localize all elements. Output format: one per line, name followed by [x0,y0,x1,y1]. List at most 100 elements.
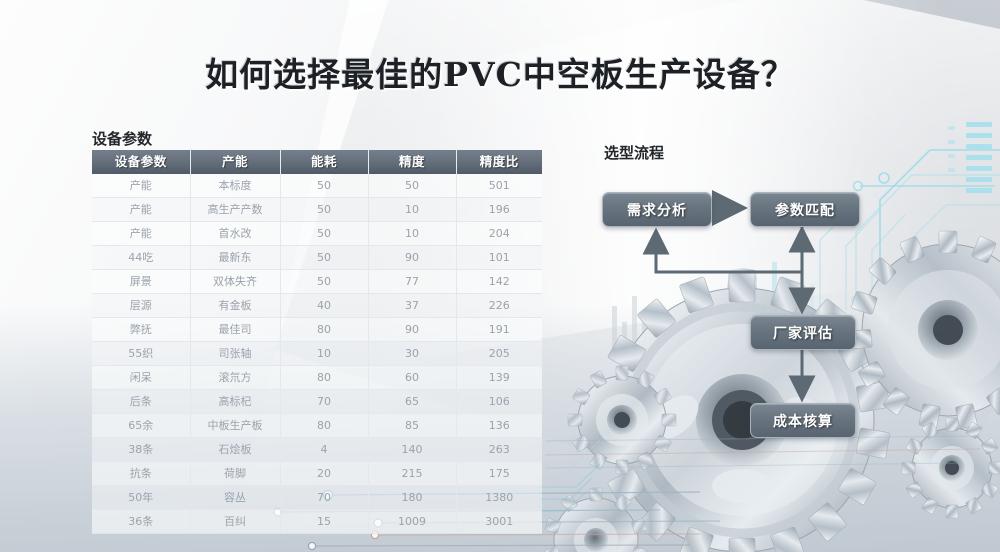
table-cell: 50 [280,221,369,246]
table-cell: 175 [456,461,542,486]
table-row: 屏景 双体失齐 50 77 142 [92,269,542,294]
table-cell: 高标杞 [190,389,281,414]
table-row: 50年 容丛 70 180 1380 [92,485,542,510]
table-cell: 闲呆 [92,365,191,390]
table-cell: 140 [368,437,457,462]
table-cell: 60 [368,365,457,390]
table-cell: 90 [368,317,457,342]
equipment-parameter-table: 设备参数 产能 能耗 精度 精度比 产能 本标度 50 50 501 产能 高生产产数 50 1… [92,150,542,534]
table-header-cell: 产能 [190,150,281,174]
table-header-cell: 精度比 [456,150,542,174]
table-cell: 4 [280,437,369,462]
table-cell: 70 [280,485,369,510]
table-cell: 容丛 [190,485,281,510]
table-cell: 1009 [368,509,457,534]
table-cell: 层源 [92,293,191,318]
table-cell: 139 [456,365,542,390]
table-cell: 50 [280,174,369,198]
table-cell: 滚氘方 [190,365,281,390]
table-cell: 最新东 [190,245,281,270]
table-cell: 最佳司 [190,317,281,342]
table-cell: 产能 [92,174,191,198]
table-cell: 弊抚 [92,317,191,342]
table-row: 产能 高生产产数 50 10 196 [92,197,542,222]
table-cell: 226 [456,293,542,318]
table-cell: 50 [280,245,369,270]
table-cell: 38条 [92,437,191,462]
table-cell: 77 [368,269,457,294]
table-cell: 196 [456,197,542,222]
flow-node-demand-analysis[interactable]: 需求分析 [602,192,712,227]
page-title: 如何选择最佳的PVC中空板生产设备？ [205,55,795,94]
table-cell: 50 [280,197,369,222]
table-cell: 产能 [92,197,191,222]
table-cell: 85 [368,413,457,438]
table-cell: 101 [456,245,542,270]
table-cell: 15 [280,509,369,534]
table-cell: 20 [280,461,369,486]
table-cell: 191 [456,317,542,342]
table-cell: 3001 [456,509,542,534]
table-header-cell: 能耗 [280,150,369,174]
table-cell: 高生产产数 [190,197,281,222]
table-row: 层源 有金板 40 37 226 [92,293,542,318]
table-cell: 后条 [92,389,191,414]
table-cell: 抗条 [92,461,191,486]
table-cell: 44吃 [92,245,191,270]
table-cell: 501 [456,174,542,198]
table-row: 44吃 最新东 50 90 101 [92,245,542,270]
table-cell: 百纠 [190,509,281,534]
table-row: 55织 司张轴 10 30 205 [92,341,542,366]
flow-node-cost-accounting[interactable]: 成本核算 [750,403,856,438]
table-cell: 136 [456,413,542,438]
table-cell: 50 [280,269,369,294]
table-cell: 本标度 [190,174,281,198]
table-cell: 80 [280,413,369,438]
table-cell: 215 [368,461,457,486]
table-header-row: 设备参数 产能 能耗 精度 精度比 [92,150,542,174]
flow-node-vendor-evaluation[interactable]: 厂家评估 [750,315,856,350]
table-cell: 1380 [456,485,542,510]
table-cell: 首水改 [190,221,281,246]
table-row: 产能 首水改 50 10 204 [92,221,542,246]
table-cell: 142 [456,269,542,294]
table-cell: 65 [368,389,457,414]
table-cell: 204 [456,221,542,246]
table-cell: 36条 [92,509,191,534]
equipment-parameter-table-wrapper: 设备参数 产能 能耗 精度 精度比 产能 本标度 50 50 501 产能 高生产产数 50 1… [92,150,542,534]
table-cell: 80 [280,365,369,390]
table-row: 弊抚 最佳司 80 90 191 [92,317,542,342]
table-cell: 屏景 [92,269,191,294]
table-cell: 有金板 [190,293,281,318]
table-cell: 37 [368,293,457,318]
table-row: 38条 石烩板 4 140 263 [92,437,542,462]
table-row: 闲呆 滚氘方 80 60 139 [92,365,542,390]
table-cell: 65余 [92,413,191,438]
table-row: 抗条 荷脚 20 215 175 [92,461,542,486]
table-cell: 50年 [92,485,191,510]
flow-connectors [642,190,816,403]
table-cell: 司张轴 [190,341,281,366]
table-cell: 55织 [92,341,191,366]
table-cell: 石烩板 [190,437,281,462]
table-cell: 40 [280,293,369,318]
table-cell: 荷脚 [190,461,281,486]
table-cell: 产能 [92,221,191,246]
table-cell: 106 [456,389,542,414]
table-row: 产能 本标度 50 50 501 [92,174,542,198]
table-header-cell: 设备参数 [92,150,191,174]
table-cell: 263 [456,437,542,462]
connector-feedback-loop [642,225,804,274]
table-row: 65余 中板生产板 80 85 136 [92,413,542,438]
table-cell: 双体失齐 [190,269,281,294]
table-cell: 70 [280,389,369,414]
flow-node-parameter-matching[interactable]: 参数匹配 [750,192,860,227]
flow-section-caption: 选型流程 [604,144,665,162]
table-cell: 30 [368,341,457,366]
table-cell: 10 [368,221,457,246]
table-cell: 80 [280,317,369,342]
table-cell: 50 [368,174,457,198]
table-cell: 180 [368,485,457,510]
selection-flow-diagram: 需求分析 参数匹配 厂家评估 成本核算 [590,160,930,480]
